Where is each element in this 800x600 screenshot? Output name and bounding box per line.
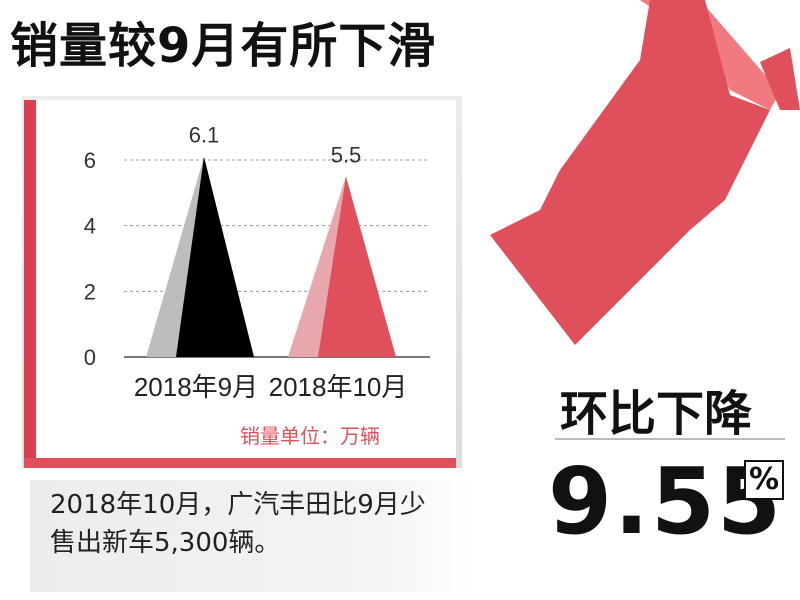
percent-sign: %	[744, 460, 784, 500]
decline-label: 环比下降	[560, 386, 753, 442]
bar	[176, 156, 254, 357]
decline-value: 9.55	[548, 448, 783, 555]
y-tick-label: 6	[84, 148, 96, 173]
x-tick-label: 2018年10月	[269, 372, 408, 402]
data-label: 6.1	[189, 123, 220, 148]
footnote-panel	[30, 480, 470, 592]
y-tick-label: 0	[84, 345, 96, 370]
unit-label: 销量单位：万辆	[240, 424, 380, 448]
page-title: 销量较9月有所下滑	[10, 18, 437, 74]
footnote-text: 2018年10月，广汽丰田比9月少售出新车5,300辆。	[50, 490, 426, 558]
y-tick-label: 4	[84, 214, 96, 239]
data-label: 5.5	[331, 142, 362, 167]
decline-divider	[555, 438, 785, 440]
bar	[318, 176, 396, 357]
y-tick-label: 2	[84, 279, 96, 304]
chart-card-accent	[24, 100, 36, 468]
x-tick-label: 2018年9月	[134, 372, 258, 402]
chart-card-bottom-accent	[24, 458, 456, 468]
